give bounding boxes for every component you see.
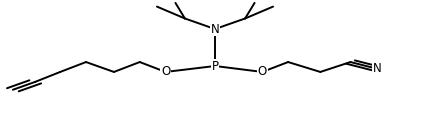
Text: O: O bbox=[258, 65, 267, 78]
Text: N: N bbox=[211, 23, 219, 36]
Text: P: P bbox=[212, 60, 218, 72]
Text: O: O bbox=[161, 65, 170, 78]
Text: N: N bbox=[373, 62, 382, 75]
